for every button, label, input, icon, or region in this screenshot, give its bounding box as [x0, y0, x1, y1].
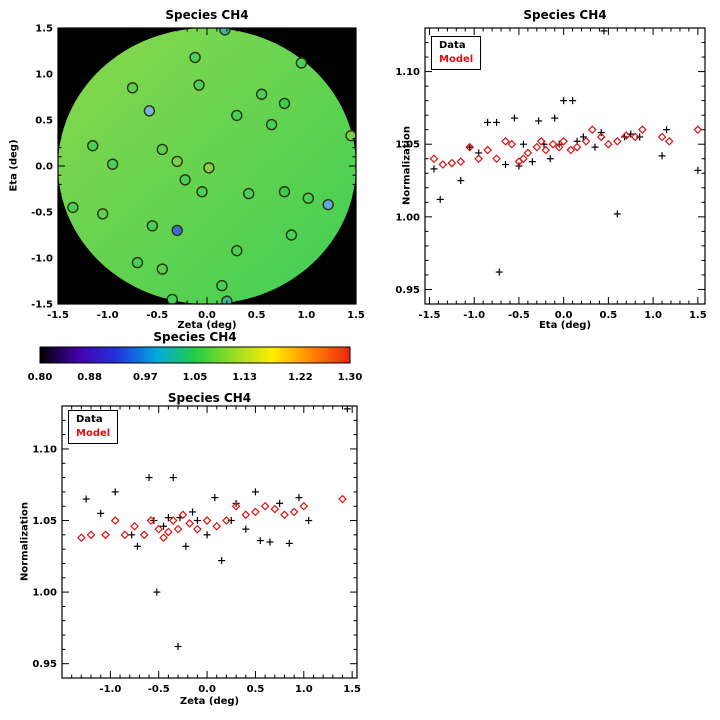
- svg-text:1.5: 1.5: [343, 684, 361, 695]
- eta-scatter-x-axis-label: Eta (deg): [538, 320, 592, 331]
- zeta-legend: Data Model: [68, 410, 119, 444]
- svg-text:1.5: 1.5: [35, 24, 53, 35]
- svg-text:-1.0: -1.0: [99, 684, 121, 695]
- svg-text:-1.5: -1.5: [419, 310, 441, 321]
- svg-text:1.0: 1.0: [35, 70, 53, 81]
- svg-text:1.05: 1.05: [183, 372, 208, 383]
- svg-text:1.13: 1.13: [232, 372, 257, 383]
- map-panel: Species CH4 Eta (deg) Zeta (deg) -1.5 -1.…: [0, 0, 390, 345]
- svg-text:0.5: 0.5: [35, 116, 53, 127]
- map-x-axis-label: Zeta (deg): [177, 320, 237, 331]
- svg-text:0.5: 0.5: [600, 310, 618, 321]
- svg-text:1.05: 1.05: [32, 516, 57, 527]
- svg-text:1.30: 1.30: [338, 372, 363, 383]
- svg-text:-0.5: -0.5: [31, 208, 53, 219]
- legend-model-entry: Model: [439, 53, 473, 67]
- svg-text:-1.0: -1.0: [463, 310, 485, 321]
- colorbar-title: Species CH4: [153, 330, 237, 344]
- legend-model-label: Model: [76, 427, 111, 439]
- eta-legend: Data Model: [431, 36, 482, 70]
- svg-text:1.22: 1.22: [288, 372, 313, 383]
- svg-text:1.05: 1.05: [395, 140, 420, 151]
- svg-text:0.0: 0.0: [198, 684, 216, 695]
- svg-text:1.00: 1.00: [395, 212, 420, 223]
- svg-text:0.95: 0.95: [395, 285, 420, 296]
- colorbar-canvas: 0.80 0.88 0.97 1.05 1.13 1.22 1.30: [28, 346, 363, 383]
- svg-text:-0.5: -0.5: [148, 684, 170, 695]
- svg-text:-1.0: -1.0: [31, 254, 53, 265]
- zeta-scatter-title: Species CH4: [167, 391, 252, 405]
- svg-text:0.0: 0.0: [555, 310, 573, 321]
- svg-text:0.5: 0.5: [247, 684, 265, 695]
- zeta-scatter-canvas: -1.0 -0.5 0.0 0.5 1.0 1.5 0.95 1.00 1.05 1.10: [32, 405, 361, 695]
- svg-text:1.5: 1.5: [689, 310, 707, 321]
- svg-text:0.95: 0.95: [32, 659, 57, 670]
- svg-text:0.0: 0.0: [198, 310, 216, 321]
- eta-scatter-title: Species CH4: [523, 8, 607, 22]
- svg-text:-0.5: -0.5: [508, 310, 530, 321]
- svg-text:1.0: 1.0: [297, 310, 315, 321]
- svg-text:0.0: 0.0: [35, 162, 53, 173]
- legend-data-entry: Data: [439, 39, 473, 53]
- svg-text:0.97: 0.97: [133, 372, 158, 383]
- svg-text:-1.5: -1.5: [31, 300, 53, 311]
- legend-data-label: Data: [439, 40, 466, 51]
- svg-text:-0.5: -0.5: [146, 310, 168, 321]
- svg-text:-1.0: -1.0: [97, 310, 119, 321]
- eta-scatter-canvas: -1.5 -1.0 -0.5 0.0 0.5 1.0 1.5 0.95 1.00 1.05 1.10: [395, 27, 707, 321]
- svg-text:1.0: 1.0: [295, 684, 313, 695]
- svg-text:0.5: 0.5: [248, 310, 266, 321]
- svg-text:0.80: 0.80: [28, 372, 53, 383]
- svg-text:1.5: 1.5: [347, 310, 365, 321]
- map-title: Species CH4: [165, 8, 249, 22]
- svg-text:-1.5: -1.5: [47, 310, 69, 321]
- svg-text:1.00: 1.00: [32, 588, 57, 599]
- legend-data-label: Data: [76, 414, 103, 425]
- colorbar-panel: Species CH4 0.80 0.88 0.97 1.05 1.13 1.22 1.30: [25, 330, 365, 388]
- legend-model-entry: Model: [76, 427, 110, 441]
- svg-text:1.0: 1.0: [644, 310, 662, 321]
- zeta-scatter-panel: Species CH4 Normalization Zeta (deg) Dat…: [15, 386, 385, 720]
- svg-text:0.88: 0.88: [77, 372, 102, 383]
- legend-model-label: Model: [439, 53, 474, 65]
- svg-text:1.10: 1.10: [395, 67, 420, 78]
- zeta-scatter-x-axis-label: Zeta (deg): [179, 696, 240, 707]
- eta-scatter-panel: Species CH4 Normalization Eta (deg) Data…: [395, 0, 720, 345]
- svg-text:1.10: 1.10: [32, 444, 57, 455]
- map-plot-canvas: -1.5 -1.0 -0.5 0.0 0.5 1.0 1.5 -1.5 -1.0 -0.5 0.0 0…: [31, 24, 365, 322]
- legend-data-entry: Data: [76, 413, 110, 427]
